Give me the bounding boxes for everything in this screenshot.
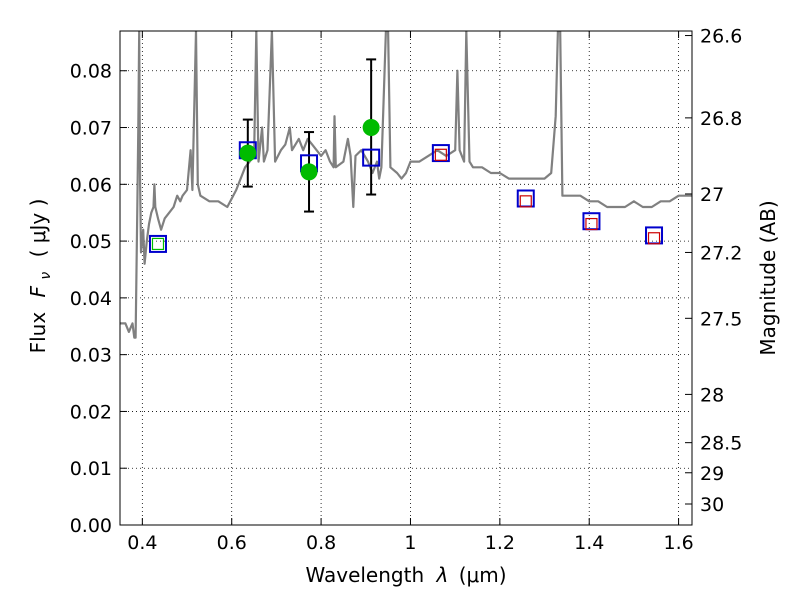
model-spectrum-line bbox=[120, 31, 692, 339]
y2-tick-label: 27.5 bbox=[700, 308, 742, 330]
small-square-marker bbox=[585, 217, 598, 231]
y2-tick-label: 26.8 bbox=[700, 108, 742, 130]
x-tick-label: 1.6 bbox=[663, 532, 693, 554]
y-tick-label: 0.02 bbox=[70, 401, 112, 423]
small-square-marker bbox=[647, 232, 661, 245]
small-square-marker bbox=[434, 148, 447, 161]
marker-layer bbox=[148, 58, 664, 253]
y-axis-symbol: F bbox=[26, 285, 50, 297]
small-square-marker bbox=[151, 237, 165, 251]
y2-tick-label: 27.2 bbox=[700, 242, 742, 264]
x-tick-label: 1.4 bbox=[574, 532, 604, 554]
y-tick-label: 0.01 bbox=[70, 458, 112, 480]
y-tick-label: 0.04 bbox=[70, 288, 112, 310]
observed-point bbox=[362, 119, 380, 137]
y2-tick-label: 29 bbox=[700, 463, 724, 485]
y2-tick-label: 30 bbox=[700, 494, 724, 516]
y-tick-label: 0.08 bbox=[70, 61, 112, 83]
small-square-marker bbox=[519, 195, 532, 208]
y2-tick-label: 26.6 bbox=[700, 26, 742, 48]
x-axis-label-text: Wavelength bbox=[305, 563, 424, 587]
y2-axis-label: Magnitude (AB) bbox=[756, 200, 780, 355]
y-axis-subscript: ν bbox=[38, 272, 54, 280]
y-tick-label: 0.05 bbox=[70, 231, 112, 253]
model-photometry-square bbox=[362, 148, 381, 167]
x-axis-label: Wavelength λ (μm) bbox=[305, 563, 506, 587]
x-tick-label: 1 bbox=[404, 532, 416, 554]
y-axis-unit: ( μJy ) bbox=[26, 199, 50, 258]
observed-point bbox=[239, 144, 257, 162]
x-axis-unit: (μm) bbox=[459, 563, 507, 587]
x-tick-label: 0.8 bbox=[306, 532, 336, 554]
model-photometry-square bbox=[148, 234, 167, 253]
grid-lines bbox=[120, 31, 692, 526]
x-tick-label: 1.2 bbox=[485, 532, 515, 554]
y-tick-label: 0.07 bbox=[70, 118, 112, 140]
spectrum-layer bbox=[120, 31, 692, 339]
x-tick-label: 0.4 bbox=[127, 532, 157, 554]
plot-frame bbox=[119, 30, 693, 526]
y-tick-label: 0.00 bbox=[70, 515, 112, 537]
y-tick-label: 0.06 bbox=[70, 174, 112, 196]
y2-tick-label: 28 bbox=[700, 384, 724, 406]
y-tick-label: 0.03 bbox=[70, 345, 112, 367]
observed-point bbox=[300, 163, 318, 181]
y2-tick-label: 27 bbox=[700, 184, 724, 206]
model-photometry-square bbox=[431, 144, 450, 163]
x-axis-symbol: λ bbox=[436, 563, 449, 587]
x-tick-label: 0.6 bbox=[217, 532, 247, 554]
y-axis-label: Flux F ν ( μJy ) bbox=[26, 199, 55, 354]
y2-tick-label: 28.5 bbox=[700, 433, 742, 455]
tick-layer: 0.4 0.6 0.8 1 1.2 1.4 1.6 0.00 0.01 0.02 0.03 0.04 0… bbox=[70, 26, 743, 554]
y-axis-label-text: Flux bbox=[26, 312, 50, 354]
